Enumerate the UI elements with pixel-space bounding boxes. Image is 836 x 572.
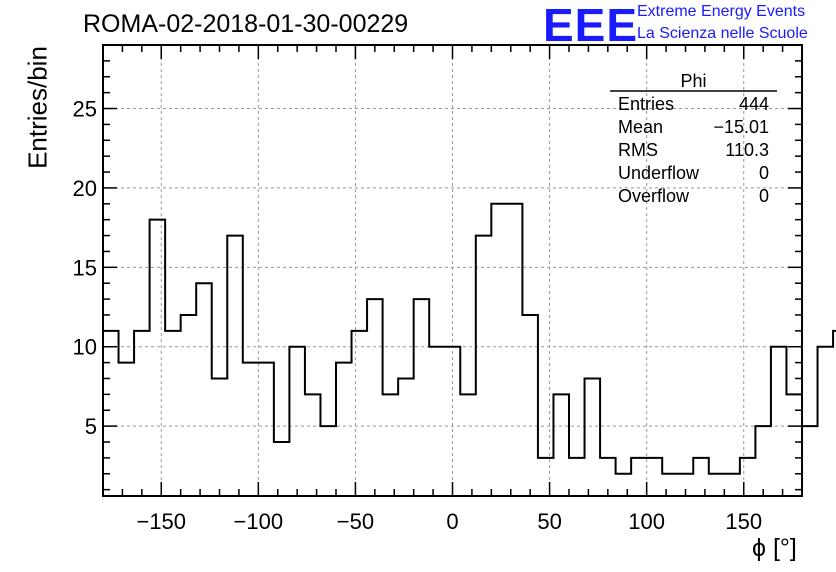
histogram-bin	[631, 458, 647, 496]
histogram-bin	[227, 236, 243, 496]
stats-value: 0	[759, 186, 769, 206]
histogram-bin	[647, 458, 663, 496]
logo-line-1: Extreme Energy Events	[637, 3, 806, 20]
histogram-bin	[818, 347, 834, 496]
histogram-bin	[476, 236, 492, 496]
stats-label: Overflow	[618, 186, 690, 206]
histogram-bin	[398, 378, 414, 496]
histogram-bin	[771, 347, 787, 496]
x-tick-label: −100	[234, 509, 284, 534]
x-tick-label: 0	[446, 509, 458, 534]
x-tick-label: 50	[537, 509, 561, 534]
stats-value: 0	[759, 163, 769, 183]
x-tick-label: 100	[628, 509, 665, 534]
histogram-bin	[662, 474, 678, 496]
chart-title: ROMA-02-2018-01-30-00229	[83, 10, 409, 38]
histogram-bin	[150, 220, 166, 496]
histogram-bin	[802, 426, 818, 496]
stats-value: 444	[739, 94, 769, 114]
histogram-bin	[305, 394, 321, 496]
y-tick-label: 25	[73, 97, 97, 122]
histogram-bin	[119, 363, 135, 496]
histogram-bin	[336, 363, 352, 496]
histogram-bin	[491, 204, 507, 496]
histogram-bin	[693, 458, 709, 496]
histogram-bin	[320, 426, 336, 496]
y-tick-label: 20	[73, 176, 97, 201]
histogram-bin	[414, 299, 430, 496]
stats-label: Underflow	[618, 163, 700, 183]
histogram-bin	[522, 315, 538, 496]
histogram-bin	[274, 442, 290, 496]
y-tick-label: 15	[73, 255, 97, 280]
histogram-bin	[383, 394, 399, 496]
histogram-bin	[289, 347, 305, 496]
histogram-bin	[507, 204, 523, 496]
stats-label: RMS	[618, 140, 658, 160]
histogram-bin	[258, 363, 274, 496]
histogram-bin	[181, 315, 197, 496]
histogram-bin	[740, 458, 756, 496]
histogram-bin	[553, 394, 569, 496]
histogram-bin	[134, 331, 150, 496]
histogram-bin	[352, 331, 368, 496]
histogram-bin	[196, 283, 212, 496]
histogram-bin	[460, 394, 476, 496]
eee-logo: EEE	[543, 0, 639, 51]
histogram-series	[103, 202, 836, 475]
x-tick-label: 150	[725, 509, 762, 534]
histogram-bin	[212, 378, 228, 496]
stats-label: Mean	[618, 117, 663, 137]
histogram-bin	[445, 347, 461, 496]
stats-value: −15.01	[713, 117, 769, 137]
histogram-bin	[569, 458, 585, 496]
histogram-bin	[367, 299, 383, 496]
stats-label: Entries	[618, 94, 674, 114]
histogram-bin	[755, 426, 771, 496]
y-tick-label: 5	[85, 414, 97, 439]
histogram-bin	[429, 347, 445, 496]
histogram-bin	[724, 474, 740, 496]
histogram-bin	[165, 331, 181, 496]
x-tick-label: −150	[136, 509, 186, 534]
x-tick-label: −50	[337, 509, 374, 534]
stats-value: 110.3	[725, 140, 769, 160]
x-axis-label: ϕ [°]	[752, 534, 797, 562]
logo-line-2: La Scienza nelle Scuole	[637, 25, 808, 42]
y-tick-label: 10	[73, 335, 97, 360]
histogram-bin	[243, 363, 259, 496]
histogram-bin	[709, 474, 725, 496]
histogram-bin	[616, 474, 632, 496]
histogram-bin	[585, 378, 601, 496]
histogram-bin	[538, 458, 554, 496]
stats-title: Phi	[680, 71, 706, 91]
histogram-bin	[103, 331, 119, 496]
